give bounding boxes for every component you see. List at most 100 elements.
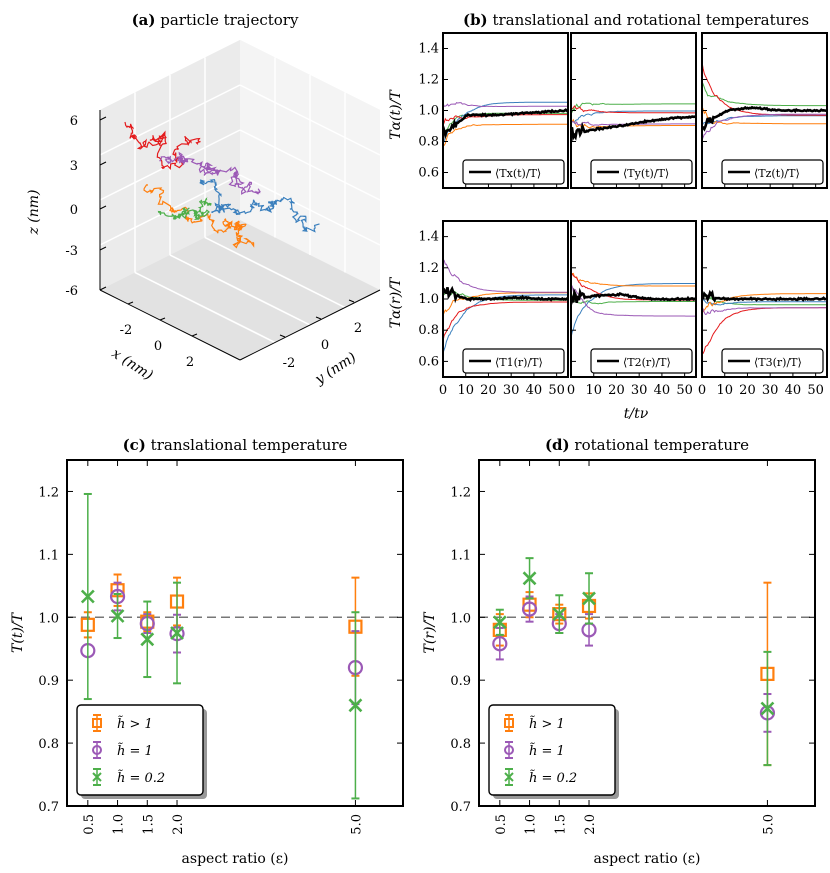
legend-marker (92, 772, 102, 782)
subplot-legend-label: ⟨T3(r)/T⟩ (754, 356, 802, 369)
panel-b-subplots: 0.6 0.8 1.0 1.2 1.4 ⟨Tx(t)/T⟩ ⟨Ty(t)/T⟩ ⟨Tz(t)/… (418, 32, 828, 398)
legend-marker (504, 772, 514, 782)
x-tick-label: 40 (654, 383, 671, 398)
trajectory-path (159, 151, 261, 195)
z-tick-label: 6 (70, 114, 78, 129)
x-tick-label: 1.0 (112, 814, 127, 835)
sample-curve (702, 107, 827, 125)
z-tick-label: -6 (65, 284, 78, 299)
subplot-legend-label: ⟨T2(r)/T⟩ (623, 356, 671, 369)
subplot-legend-label: ⟨T1(r)/T⟩ (495, 356, 543, 369)
legend-label: h̃ > 1 (117, 715, 153, 732)
legend-marker (92, 745, 102, 755)
sample-curve (571, 105, 696, 114)
panel-b-title: (b) translational and rotational tempera… (463, 11, 809, 29)
axes-ticks-3d: 6 3 0 -3 -6 -2 0 2 -2 0 2 (65, 114, 362, 371)
subplot-lines (702, 289, 827, 355)
subplot-legend-label: ⟨Ty(t)/T⟩ (623, 167, 669, 180)
y-tick-label: 0 (321, 338, 329, 353)
trajectories (124, 121, 320, 249)
panel-a-title-text: particle trajectory (160, 11, 299, 29)
y-tick-label: 1.0 (450, 611, 471, 626)
x-tick-label: 0 (154, 339, 162, 354)
x-tick-label: 1.0 (524, 814, 539, 835)
sample-curve (443, 101, 568, 108)
subplot-legend-label: ⟨Tz(t)/T⟩ (754, 167, 800, 180)
sample-curve (571, 102, 696, 114)
x-tick-label: 30 (631, 383, 648, 398)
sample-curve (571, 291, 696, 305)
y-tick-label: 0.8 (418, 135, 439, 150)
x-tick-label: 5.0 (349, 814, 364, 835)
panel-a: (a) particle trajectory 630-3-6-202 -202 … (26, 11, 381, 389)
y-axis-label: y (nm) (312, 350, 360, 389)
subplot-lines (443, 259, 568, 354)
grid-3d (99, 57, 381, 344)
data-point-x (492, 615, 507, 630)
y-tick-label: 1.1 (450, 548, 471, 563)
legend-marker (92, 718, 102, 728)
x-tick-mark (191, 333, 198, 337)
sample-curve (702, 307, 827, 355)
chart-title-text: rotational temperature (570, 436, 750, 454)
x-axis-label: x (nm) (109, 346, 156, 384)
x-tick-label: 10 (585, 383, 602, 398)
y-tick-label: 0.7 (450, 800, 471, 815)
legend-label: h̃ > 1 (529, 715, 565, 732)
chart-title: (c) translational temperature (123, 436, 348, 454)
trajectory-path (157, 197, 212, 220)
z-tick-mark (99, 205, 107, 210)
x-tick-label: 0 (567, 383, 575, 398)
x-tick-label: 0.5 (82, 814, 97, 835)
x-tick-label: 20 (739, 383, 756, 398)
x-tick-label: 1.5 (141, 814, 156, 835)
y-tick-label: 1.0 (418, 104, 439, 119)
data-point-x (140, 632, 155, 647)
y-tick-label: 2 (354, 321, 362, 336)
y-tick-label: 1.2 (418, 261, 439, 276)
sample-curve (571, 110, 696, 124)
panel-b-ylabel-top: Tα(t)/T (388, 89, 404, 140)
z-tick-mark (99, 246, 107, 251)
x-tick-label: 2 (186, 355, 194, 370)
y-tick-label: 0.8 (450, 737, 471, 752)
subplot-legend-label: ⟨Tx(t)/T⟩ (495, 167, 541, 180)
y-tick-label: 1.4 (418, 42, 439, 57)
x-tick-label: 40 (526, 383, 543, 398)
x-axis-label: aspect ratio (ε) (182, 851, 289, 867)
y-tick-label: 0.6 (418, 166, 439, 181)
x-tick-label: 2.0 (583, 814, 598, 835)
data-point-x (348, 698, 363, 713)
x-tick-label: 10 (457, 383, 474, 398)
data-point-x (110, 609, 125, 623)
data-point-x (522, 571, 537, 586)
z-tick-label: -3 (65, 244, 78, 259)
panel-b-xlabel: t/tν (624, 406, 649, 422)
subplot-legend-box (590, 159, 693, 185)
panel-b-ylabel-bottom: Tα(r)/T (388, 276, 404, 328)
data-point-x (552, 607, 567, 622)
chart-title-bold: (d) (545, 436, 570, 454)
sample-curve (702, 293, 827, 313)
subplot: 0 10 20 30 40 50 ⟨T3(r)/T⟩ (698, 220, 828, 398)
panel-b-title-text: translational and rotational temperature… (492, 11, 809, 29)
legend-label: h̃ = 0.2 (117, 769, 165, 786)
data-point-circle (492, 636, 508, 652)
mean-curve (571, 287, 696, 305)
z-tick-mark (99, 161, 107, 166)
y-tick-label: 1.0 (418, 292, 439, 307)
mean-curve (571, 114, 696, 142)
z-tick-label: 3 (70, 159, 78, 174)
panel-b-title-bold: (b) (463, 11, 488, 29)
y-axis-line (239, 289, 381, 361)
mean-curve (702, 105, 827, 132)
grid-line (169, 254, 311, 326)
y-tick-label: 0.8 (38, 737, 59, 752)
subplot-lines (571, 272, 696, 339)
x-tick-label: 50 (548, 383, 565, 398)
trajectory-path (143, 184, 255, 249)
chart-title: (d) rotational temperature (545, 436, 749, 454)
subplot-legend-box (462, 348, 565, 374)
x-tick-label: 50 (676, 383, 693, 398)
